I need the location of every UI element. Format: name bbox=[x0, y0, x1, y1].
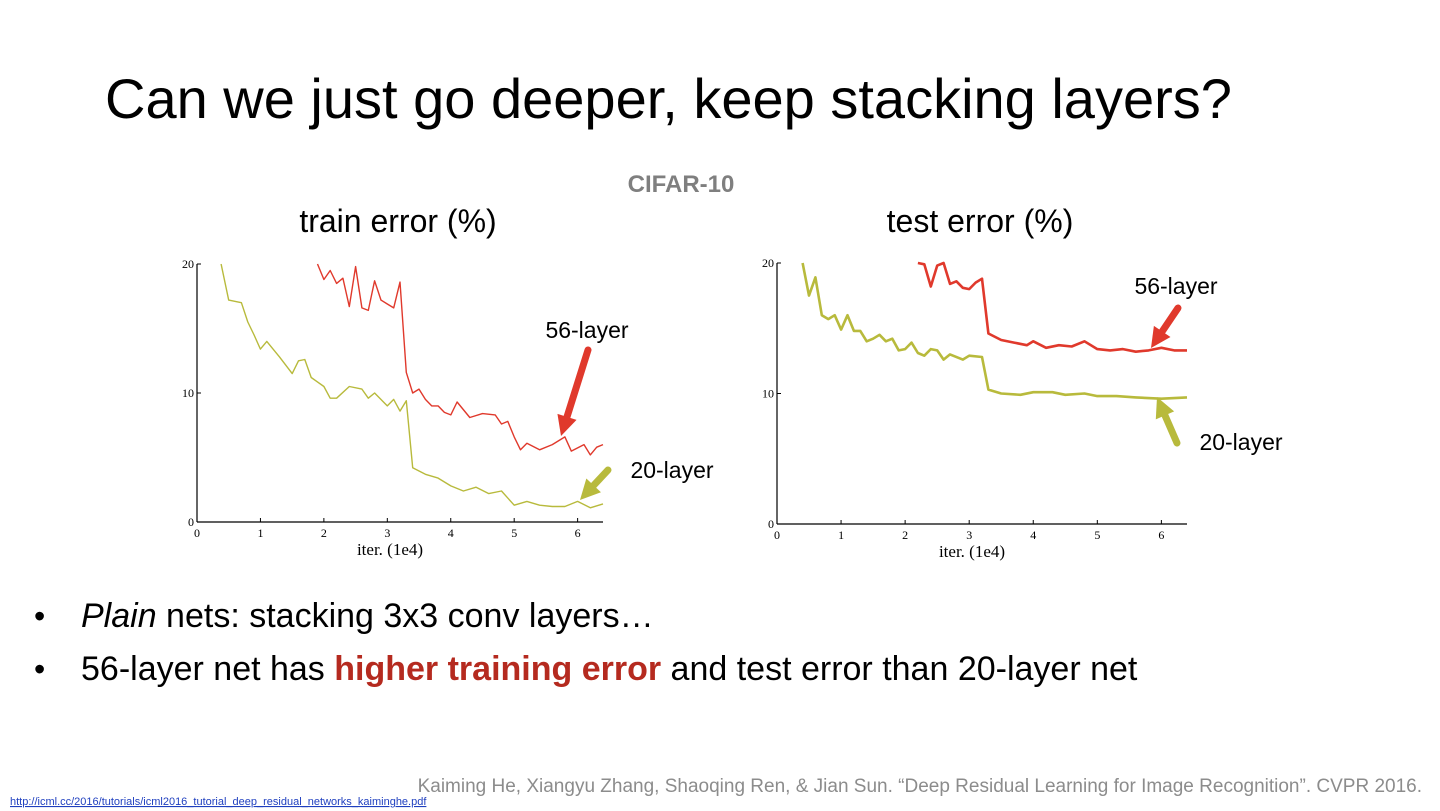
bullet-glyph: • bbox=[34, 598, 45, 634]
x-tick-label: 6 bbox=[1158, 528, 1164, 542]
y-tick-label: 20 bbox=[182, 257, 194, 271]
series-label: 56-layer bbox=[545, 317, 628, 343]
bullet-text: 56-layer net has higher training error a… bbox=[81, 650, 1138, 688]
x-tick-label: 0 bbox=[774, 528, 780, 542]
arrow-head bbox=[1155, 397, 1175, 420]
arrow-head bbox=[580, 478, 601, 500]
arrow-shaft bbox=[590, 466, 612, 489]
x-tick-label: 4 bbox=[448, 526, 454, 540]
x-tick-label: 2 bbox=[902, 528, 908, 542]
y-tick-label: 10 bbox=[182, 386, 194, 400]
series-line bbox=[917, 261, 1187, 353]
source-link[interactable]: http://icml.cc/2016/tutorials/icml2016_t… bbox=[10, 796, 427, 808]
x-tick-label: 1 bbox=[257, 526, 263, 540]
series-line bbox=[220, 263, 604, 509]
bullet-glyph: • bbox=[34, 651, 45, 687]
arrow-shaft bbox=[1158, 304, 1182, 335]
bullet-run: Plain bbox=[81, 597, 157, 635]
series-label: 20-layer bbox=[1199, 429, 1282, 455]
x-tick-label: 0 bbox=[194, 526, 200, 540]
x-axis-label: iter. (1e4) bbox=[357, 540, 423, 559]
y-tick-label: 20 bbox=[762, 256, 774, 270]
bullet-run: 56-layer net has bbox=[81, 650, 334, 688]
bullet-run: higher training error bbox=[334, 650, 661, 688]
citation: Kaiming He, Xiangyu Zhang, Shaoqing Ren,… bbox=[418, 776, 1422, 797]
subtitle: CIFAR-10 bbox=[628, 171, 735, 198]
x-tick-label: 2 bbox=[321, 526, 327, 540]
series-label: 56-layer bbox=[1134, 273, 1217, 299]
x-axis-label: iter. (1e4) bbox=[939, 542, 1005, 561]
x-tick-label: 6 bbox=[575, 526, 581, 540]
arrow-head bbox=[557, 413, 577, 436]
bullet-run: nets: stacking 3x3 conv layers… bbox=[157, 597, 654, 635]
arrow-head bbox=[1151, 325, 1171, 348]
series-line bbox=[316, 263, 604, 456]
y-tick-label: 0 bbox=[188, 515, 194, 529]
x-tick-label: 4 bbox=[1030, 528, 1036, 542]
bullet-run: and test error than 20-layer net bbox=[661, 650, 1138, 688]
bullet-text: Plain nets: stacking 3x3 conv layers… bbox=[81, 597, 654, 635]
x-tick-label: 5 bbox=[511, 526, 517, 540]
x-tick-label: 3 bbox=[384, 526, 390, 540]
series-label: 20-layer bbox=[630, 457, 713, 483]
slide-title: Can we just go deeper, keep stacking lay… bbox=[105, 67, 1232, 130]
arrow-shaft bbox=[563, 346, 592, 421]
chart-title: train error (%) bbox=[299, 203, 496, 239]
y-tick-label: 10 bbox=[762, 387, 774, 401]
source-link-text[interactable]: http://icml.cc/2016/tutorials/icml2016_t… bbox=[10, 796, 427, 808]
x-tick-label: 1 bbox=[838, 528, 844, 542]
series-line bbox=[801, 262, 1188, 400]
y-tick-label: 0 bbox=[768, 517, 774, 531]
x-tick-label: 5 bbox=[1094, 528, 1100, 542]
chart-title: test error (%) bbox=[887, 203, 1074, 239]
arrow-shaft bbox=[1161, 411, 1181, 447]
x-tick-label: 3 bbox=[966, 528, 972, 542]
